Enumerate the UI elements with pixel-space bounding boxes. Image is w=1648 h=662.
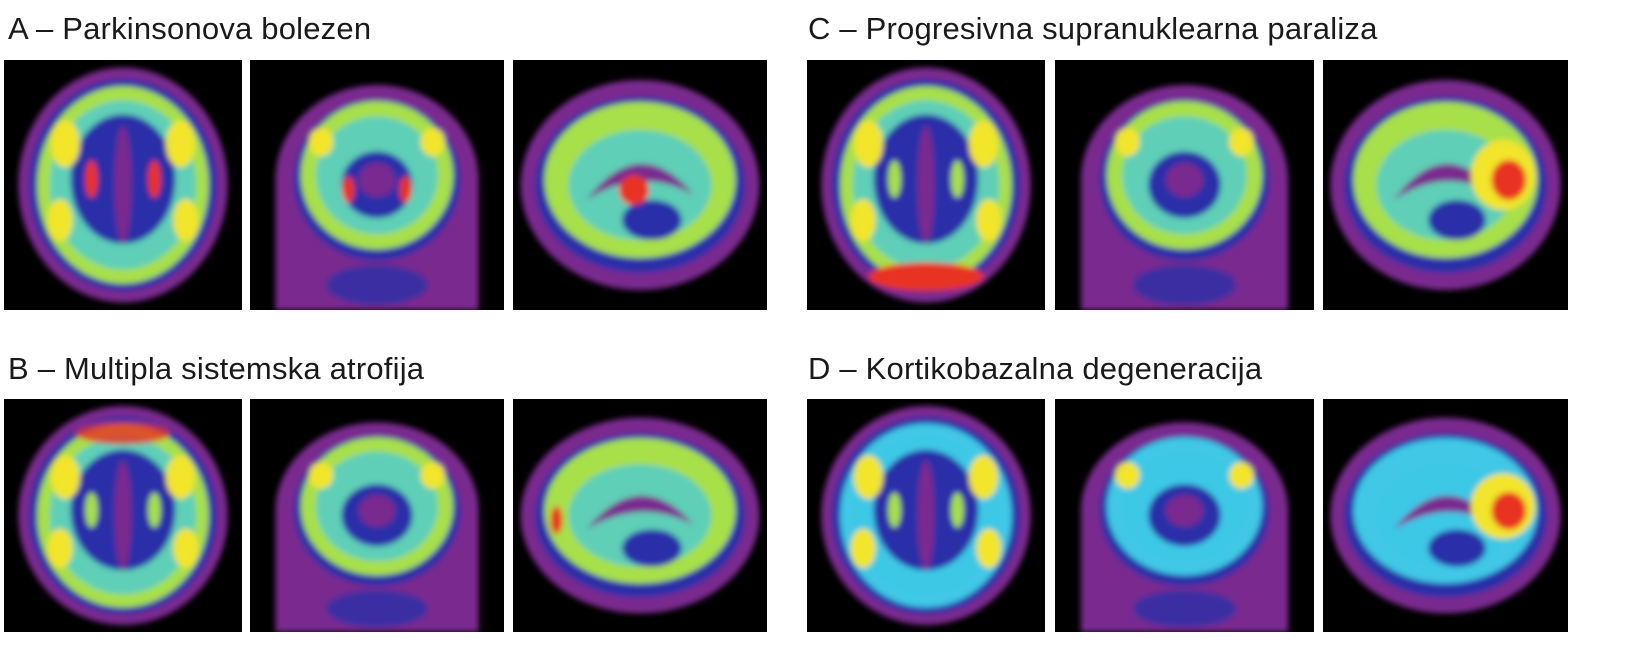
panel-a-axial-scan: [4, 60, 242, 310]
panel-d-title: D – Kortikobazalna degeneracija: [808, 351, 1263, 386]
panel-b-sagittal-scan: [513, 399, 767, 632]
panel-a-coronal-scan: [250, 60, 504, 310]
panel-b-title: B – Multipla sistemska atrofija: [8, 351, 425, 386]
panel-a-sagittal-scan: [513, 60, 767, 310]
panel-d-axial-scan: [807, 399, 1045, 632]
panel-c-sagittal-scan: [1323, 60, 1568, 310]
panel-a-title: A – Parkinsonova bolezen: [8, 11, 372, 46]
panel-d-sagittal-scan: [1323, 399, 1568, 632]
panel-c-title: C – Progresivna supranuklearna paraliza: [808, 11, 1378, 46]
panel-d-coronal-scan: [1055, 399, 1314, 632]
panel-c-axial-scan: [807, 60, 1045, 310]
panel-c-coronal-scan: [1055, 60, 1314, 310]
panel-b-axial-scan: [4, 399, 242, 632]
panel-b-coronal-scan: [250, 399, 504, 632]
